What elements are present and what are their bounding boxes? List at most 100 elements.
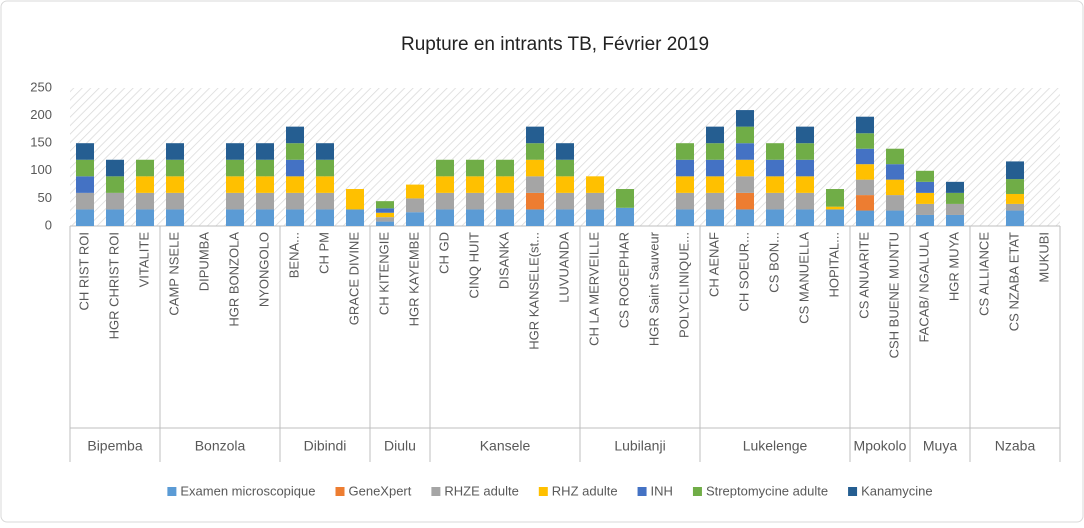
bar-segment [286, 192, 304, 210]
bar-segment [106, 192, 124, 210]
bar-segment [616, 189, 634, 208]
bar-segment [496, 192, 514, 210]
x-tick-label: HGR KAYEMBE [406, 232, 421, 327]
legend-swatch [167, 487, 177, 496]
bar-segment [346, 209, 364, 226]
bar-segment [856, 195, 874, 211]
bar-segment [886, 148, 904, 165]
bar-segment [106, 159, 124, 177]
group-label: Nzaba [995, 438, 1036, 454]
bar-segment [256, 209, 274, 226]
bar-segment [856, 164, 874, 180]
bar-segment [406, 198, 424, 213]
bar-segment [946, 181, 964, 193]
bar-segment [586, 209, 604, 226]
legend-label: RHZE adulte [444, 483, 518, 498]
bar-segment [946, 214, 964, 226]
legend-swatch [538, 487, 548, 496]
bar-segment [376, 221, 394, 226]
bar-segment [796, 126, 814, 144]
bar-segment [556, 209, 574, 226]
bar-segment [76, 159, 94, 177]
bar-segment [346, 189, 364, 210]
bar-segment [676, 209, 694, 226]
bar-segment [946, 203, 964, 215]
x-tick-label: HGR BONZOLA [226, 232, 241, 327]
bar-segment [136, 209, 154, 226]
bar-segment [256, 143, 274, 160]
bar-segment [886, 210, 904, 226]
bar-segment [826, 206, 844, 210]
bar-segment [496, 176, 514, 193]
bar-segment [226, 176, 244, 193]
legend-label: Examen microscopique [180, 483, 315, 498]
bar-segment [256, 192, 274, 210]
bar-segment [376, 217, 394, 222]
bar-segment [256, 159, 274, 177]
bar-segment [496, 159, 514, 177]
bar-segment [526, 159, 544, 177]
legend-swatch [692, 487, 702, 496]
bar-segment [706, 143, 724, 160]
y-tick-label: 250 [30, 79, 52, 94]
bar-segment [586, 192, 604, 210]
bar-segment [796, 143, 814, 160]
x-tick-label: CH LA MERVEILLE [586, 232, 601, 346]
bar-segment [526, 143, 544, 160]
bar-segment [466, 192, 484, 210]
bar-segment [226, 192, 244, 210]
bar-segment [76, 143, 94, 160]
bar-segment [166, 209, 184, 226]
bar-segment [526, 176, 544, 193]
bar-segment [286, 176, 304, 193]
bar-segment [826, 189, 844, 207]
x-tick-label: CS MANUELLA [796, 232, 811, 324]
bar-segment [166, 192, 184, 210]
bar-segment [496, 209, 514, 226]
bar-segment [796, 192, 814, 210]
bar-segment [466, 176, 484, 193]
bar-segment [856, 116, 874, 134]
x-tick-label: CS ALLIANCE [976, 232, 991, 316]
group-label: Bonzola [195, 438, 246, 454]
bar-segment [766, 209, 784, 226]
bar-segment [226, 159, 244, 177]
y-tick-label: 50 [38, 190, 52, 205]
bar-segment [136, 176, 154, 193]
bar-segment [166, 159, 184, 177]
legend-swatch [335, 487, 345, 496]
x-tick-label: CH AENAF [706, 232, 721, 297]
bar-segment [616, 207, 634, 226]
x-tick-label: GRACE DIVINE [346, 232, 361, 326]
bar-segment [316, 176, 334, 193]
bar-segment [316, 143, 334, 160]
bar-segment [436, 176, 454, 193]
bar-segment [1006, 210, 1024, 226]
bar-segment [676, 159, 694, 177]
group-label: Lubilanji [614, 438, 665, 454]
bar-segment [556, 192, 574, 210]
bar-segment [706, 192, 724, 210]
x-tick-label: CH SOEUR... [736, 232, 751, 311]
x-tick-label: HGR MUYA [946, 232, 961, 301]
x-tick-label: DISANKA [496, 232, 511, 289]
bar-segment [376, 201, 394, 209]
bar-segment [886, 195, 904, 211]
x-tick-label: HGR KANSELE(st... [526, 232, 541, 350]
bar-segment [1006, 161, 1024, 180]
bar-segment [316, 209, 334, 226]
y-tick-label: 0 [45, 217, 52, 232]
x-tick-label: CS ANUARITE [856, 232, 871, 319]
bar-segment [856, 179, 874, 196]
bar-segment [676, 176, 694, 193]
bar-segment [316, 192, 334, 210]
bar-segment [106, 209, 124, 226]
legend-label: RHZ adulte [552, 483, 618, 498]
x-tick-label: VITALITE [136, 232, 151, 288]
legend-swatch [848, 487, 858, 496]
bar-segment [916, 192, 934, 204]
group-label: Lukelenge [743, 438, 808, 454]
x-tick-label: HGR Saint Sauveur [646, 231, 661, 346]
bar-segment [916, 181, 934, 193]
